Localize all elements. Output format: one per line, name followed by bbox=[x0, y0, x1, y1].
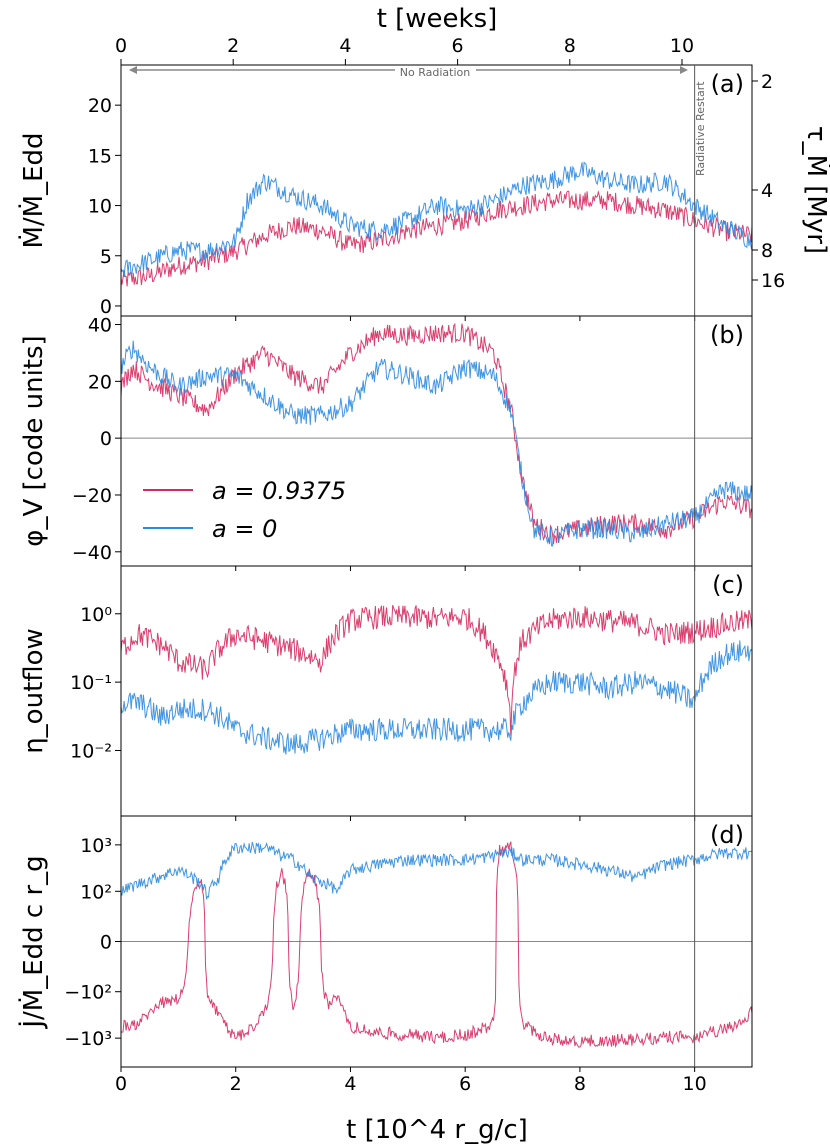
arrowhead-right bbox=[680, 66, 688, 74]
right-tick-label: 2 bbox=[761, 71, 773, 93]
series-line-spin bbox=[120, 841, 753, 1048]
y-tick-label: 0 bbox=[100, 932, 112, 954]
series-line-spin bbox=[120, 605, 753, 736]
panel-b: −40 −20 0 20 40 (b) φ_V [code units] bbox=[19, 315, 753, 571]
top-tick-label-4: 4 bbox=[339, 35, 351, 57]
y-tick-label: 10⁰ bbox=[80, 604, 112, 626]
right-axis-title: τ_Ṁ [Myr] bbox=[801, 126, 830, 254]
top-tick-label-6: 6 bbox=[452, 35, 464, 57]
panel-tag: (c) bbox=[712, 571, 744, 599]
y-tick-label: 0 bbox=[100, 428, 112, 450]
y-tick-label: −10² bbox=[64, 982, 112, 1004]
arrowhead-left bbox=[129, 66, 137, 74]
y-axis-title: J̇/Ṁ_Edd c r_g bbox=[17, 855, 49, 1029]
panel-d: −10³ −10² 0 10² 10³ (d) J̇/Ṁ_Edd c r_g bbox=[17, 815, 753, 1072]
y-axis-title: Ṁ/Ṁ_Edd bbox=[17, 132, 49, 248]
y-tick-label: 10⁻² bbox=[70, 740, 112, 762]
y-tick-label: −20 bbox=[72, 485, 112, 507]
x-tick-label-0: 0 bbox=[115, 1073, 127, 1095]
y-tick-label: 0 bbox=[100, 296, 112, 318]
panel-c: 10⁻² 10⁻¹ 10⁰ (c) η_outflow bbox=[19, 565, 753, 821]
right-tick-label: 4 bbox=[761, 180, 773, 202]
panel-tag: (d) bbox=[710, 821, 744, 849]
panel-tag: (b) bbox=[710, 321, 744, 349]
y-axis-title: φ_V [code units] bbox=[19, 335, 49, 546]
series-line-nospin bbox=[120, 841, 753, 900]
panel-a: 0 5 10 15 20 (a) Ṁ/Ṁ_Edd 2 4 8 16 τ_Ṁ [Myr] bbox=[17, 64, 830, 321]
panel-tag: (a) bbox=[711, 70, 744, 98]
legend-label-nospin: a = 0 bbox=[212, 515, 277, 543]
top-axis-title: t [weeks] bbox=[377, 4, 498, 34]
radiative-restart-label: Radiative Restart bbox=[694, 81, 707, 176]
legend: a = 0.9375 a = 0 bbox=[143, 477, 346, 543]
x-tick-label-2: 2 bbox=[230, 1073, 242, 1095]
top-tick-label-8: 8 bbox=[564, 35, 576, 57]
y-tick-label: −40 bbox=[72, 542, 112, 564]
y-tick-label: 15 bbox=[88, 145, 112, 167]
y-tick-label: 20 bbox=[88, 371, 112, 393]
y-tick-label: −10³ bbox=[64, 1028, 112, 1050]
series-line-spin bbox=[120, 322, 753, 545]
y-tick-label: 5 bbox=[100, 246, 112, 268]
y-axis-title: η_outflow bbox=[19, 628, 49, 754]
y-tick-label: 10 bbox=[88, 196, 112, 218]
y-tick-label: 10² bbox=[80, 881, 112, 903]
legend-label-spin: a = 0.9375 bbox=[212, 477, 346, 505]
no-radiation-label: No Radiation bbox=[400, 66, 470, 79]
right-tick-label: 8 bbox=[761, 240, 773, 262]
top-tick-label-2: 2 bbox=[227, 35, 239, 57]
y-tick-label: 10⁻¹ bbox=[70, 672, 112, 694]
y-tick-label: 10³ bbox=[80, 835, 112, 857]
right-tick-label: 16 bbox=[761, 270, 785, 292]
top-tick-label-10: 10 bbox=[670, 35, 694, 57]
x-tick-label-8: 8 bbox=[574, 1073, 586, 1095]
series-line-spin bbox=[120, 190, 753, 287]
y-tick-label: 20 bbox=[88, 95, 112, 117]
top-tick-label-0: 0 bbox=[115, 35, 127, 57]
series-line-nospin bbox=[120, 340, 753, 547]
y-tick-label: 40 bbox=[88, 315, 112, 337]
x-tick-label-6: 6 bbox=[459, 1073, 471, 1095]
x-tick-label-4: 4 bbox=[344, 1073, 356, 1095]
x-tick-label-10: 10 bbox=[683, 1073, 707, 1095]
panel-frame bbox=[120, 64, 753, 317]
x-axis-title: t [10^4 r_g/c] bbox=[346, 1115, 528, 1145]
series-line-nospin bbox=[120, 161, 753, 278]
series-line-nospin bbox=[120, 640, 753, 755]
